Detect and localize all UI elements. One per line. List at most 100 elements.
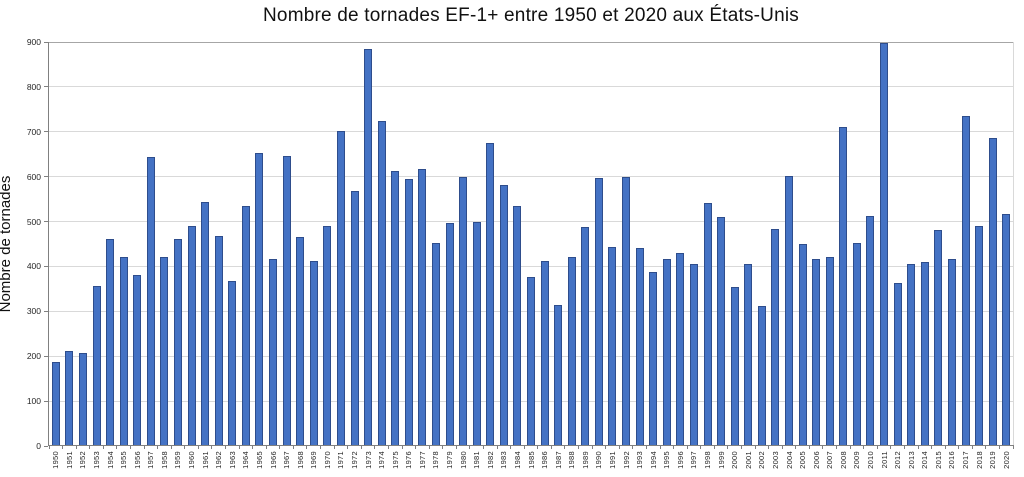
x-label-wrap-1972: 1972 [348, 451, 362, 469]
bar-2015 [934, 230, 943, 445]
x-label-wrap-2018: 2018 [972, 451, 986, 469]
x-axis-label-1964: 1964 [241, 451, 251, 469]
bar-2020 [1002, 213, 1011, 445]
x-axis-label-2007: 2007 [825, 451, 835, 469]
bar-2007 [825, 256, 834, 445]
bar-slot-2006: 2006 [808, 42, 823, 469]
x-axis-label-1979: 1979 [445, 451, 455, 469]
bar-1978 [431, 243, 440, 445]
bar-1976 [404, 179, 413, 445]
x-label-wrap-1978: 1978 [429, 451, 443, 469]
bar-1997 [689, 264, 698, 445]
bar-2006 [812, 258, 821, 445]
x-label-wrap-1971: 1971 [334, 451, 348, 469]
x-label-wrap-1981: 1981 [470, 451, 484, 469]
x-label-wrap-1967: 1967 [280, 451, 294, 469]
x-label-wrap-1987: 1987 [551, 451, 565, 469]
bar-slot-1982: 1982 [483, 42, 498, 469]
bar-2009 [852, 243, 861, 445]
y-axis-tick-700 [44, 131, 48, 133]
bar-2019 [988, 138, 997, 445]
x-axis-label-1969: 1969 [309, 451, 319, 469]
bar-1977 [418, 168, 427, 445]
x-axis-label-1976: 1976 [404, 451, 414, 469]
bar-slot-1968: 1968 [292, 42, 307, 469]
x-axis-label-1987: 1987 [553, 451, 563, 469]
bar-slot-2015: 2015 [931, 42, 946, 469]
x-axis-label-1952: 1952 [78, 451, 88, 469]
bar-1989 [581, 227, 590, 445]
x-label-wrap-1950: 1950 [49, 451, 63, 469]
bar-slot-1983: 1983 [496, 42, 511, 469]
bar-slot-2017: 2017 [958, 42, 973, 469]
x-label-wrap-1994: 1994 [646, 451, 660, 469]
x-label-wrap-1969: 1969 [307, 451, 321, 469]
x-label-wrap-1991: 1991 [606, 451, 620, 469]
x-label-wrap-1995: 1995 [660, 451, 674, 469]
x-label-wrap-1992: 1992 [619, 451, 633, 469]
bar-2016 [947, 258, 956, 445]
bar-2008 [839, 127, 848, 445]
x-label-wrap-1961: 1961 [198, 451, 212, 469]
bar-slot-1959: 1959 [170, 42, 185, 469]
bar-1958 [160, 257, 169, 445]
bar-slot-1994: 1994 [645, 42, 660, 469]
x-label-wrap-2011: 2011 [877, 451, 891, 468]
bar-1981 [472, 221, 481, 445]
bar-slot-2012: 2012 [890, 42, 905, 469]
bar-1964 [241, 205, 250, 445]
x-axis-label-1968: 1968 [295, 451, 305, 469]
bar-1968 [296, 237, 305, 445]
bar-slot-2004: 2004 [781, 42, 796, 469]
bar-2014 [920, 261, 929, 445]
x-label-wrap-1970: 1970 [321, 451, 335, 469]
bar-slot-1975: 1975 [387, 42, 402, 469]
x-axis-label-1990: 1990 [594, 451, 604, 469]
x-axis-label-1998: 1998 [703, 451, 713, 469]
x-axis-label-1975: 1975 [390, 451, 400, 469]
x-label-wrap-2007: 2007 [823, 451, 837, 469]
bar-1985 [527, 276, 536, 445]
x-axis-label-2013: 2013 [906, 451, 916, 469]
bar-slot-1992: 1992 [618, 42, 633, 469]
bar-slot-2005: 2005 [795, 42, 810, 469]
x-label-wrap-1986: 1986 [538, 451, 552, 469]
bar-2001 [744, 264, 753, 445]
bar-1974 [377, 120, 386, 445]
y-axis-tick-400 [44, 265, 48, 267]
bar-slot-1967: 1967 [279, 42, 294, 469]
x-label-wrap-1982: 1982 [484, 451, 498, 469]
bar-2011 [880, 43, 889, 445]
x-label-wrap-1960: 1960 [185, 451, 199, 469]
x-axis-label-1995: 1995 [662, 451, 672, 469]
bar-slot-1986: 1986 [537, 42, 552, 469]
x-axis-label-1967: 1967 [282, 451, 292, 469]
x-label-wrap-1965: 1965 [253, 451, 267, 469]
bar-slot-2001: 2001 [740, 42, 755, 469]
bar-1966 [269, 258, 278, 445]
x-label-wrap-2014: 2014 [918, 451, 932, 469]
x-axis-label-1958: 1958 [159, 451, 169, 469]
x-axis-label-1978: 1978 [431, 451, 441, 469]
x-label-wrap-1976: 1976 [402, 451, 416, 469]
x-label-wrap-1959: 1959 [171, 451, 185, 469]
bar-2013 [907, 264, 916, 445]
bar-slot-1957: 1957 [143, 42, 158, 469]
x-axis-label-1970: 1970 [322, 451, 332, 469]
bar-1963 [228, 281, 237, 445]
x-axis-label-1989: 1989 [580, 451, 590, 469]
x-axis-label-1963: 1963 [227, 451, 237, 469]
x-axis-label-1951: 1951 [64, 451, 74, 469]
bar-slot-2014: 2014 [917, 42, 932, 469]
bar-2017 [961, 115, 970, 445]
bar-slot-1955: 1955 [116, 42, 131, 469]
bar-slot-1989: 1989 [578, 42, 593, 469]
x-label-wrap-1988: 1988 [565, 451, 579, 469]
bar-slot-1984: 1984 [510, 42, 525, 469]
x-label-wrap-1989: 1989 [579, 451, 593, 469]
y-axis-label-100: 100 [26, 396, 41, 407]
bar-1987 [554, 304, 563, 445]
bar-slot-1993: 1993 [632, 42, 647, 469]
bar-1991 [608, 246, 617, 445]
bar-slot-2003: 2003 [768, 42, 783, 469]
